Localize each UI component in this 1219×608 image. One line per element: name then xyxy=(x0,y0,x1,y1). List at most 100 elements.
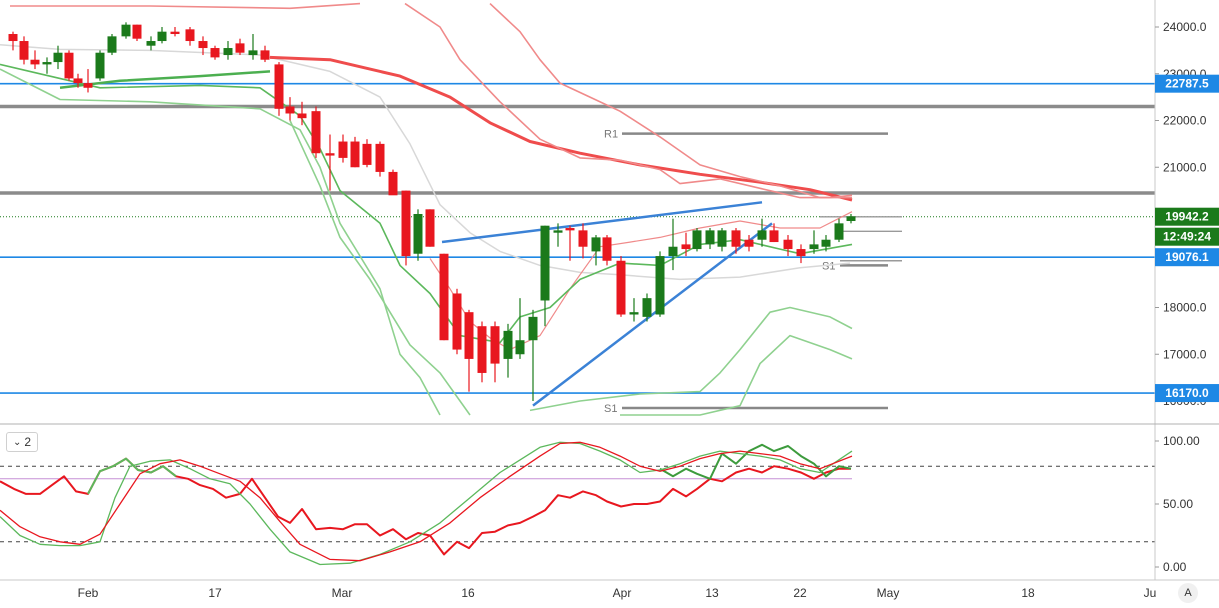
candle-body xyxy=(260,50,270,60)
price-badge: 22787.5 xyxy=(1155,74,1219,93)
lower-band-5 xyxy=(620,334,853,416)
auto-scale-button[interactable]: A xyxy=(1178,583,1198,603)
candle-body xyxy=(705,230,715,245)
candle-body xyxy=(809,244,819,250)
price-badge-bg xyxy=(1155,227,1219,246)
candle-body xyxy=(274,64,284,109)
candle-body xyxy=(757,230,767,240)
candle-body xyxy=(73,78,83,84)
candle-body xyxy=(107,36,117,53)
candles xyxy=(8,22,856,401)
chevron-down-icon: ⌄ xyxy=(12,436,22,448)
candle-body xyxy=(821,239,831,247)
upper-band-1 xyxy=(10,2,361,10)
candle-body xyxy=(528,316,538,341)
price-badge-bg xyxy=(1155,207,1219,226)
candle-body xyxy=(425,209,435,247)
candle-body xyxy=(42,62,52,65)
osc-fast-green xyxy=(0,441,853,566)
x-tick-label: Ju xyxy=(1144,586,1157,600)
candle-body xyxy=(170,31,180,35)
candle-body xyxy=(198,41,208,49)
lower-band-3 xyxy=(289,120,471,416)
osc-slow-green xyxy=(87,457,177,495)
candle-body xyxy=(401,190,411,257)
candle-body xyxy=(602,237,612,261)
indicator-count: 2 xyxy=(24,435,32,449)
candle-body xyxy=(591,237,601,252)
candle-body xyxy=(642,298,652,317)
candle-body xyxy=(439,253,449,341)
y-tick-label: 24000.0 xyxy=(1163,20,1207,34)
pivot-label: R1 xyxy=(604,129,618,141)
candle-body xyxy=(338,141,348,158)
candle-body xyxy=(362,143,372,165)
candle-body xyxy=(146,41,156,46)
y-tick-label: 17000.0 xyxy=(1163,347,1207,361)
candle-body xyxy=(297,113,307,119)
candle-body xyxy=(464,312,474,359)
x-tick-label: 16 xyxy=(461,586,475,600)
y-tick-label: 18000.0 xyxy=(1163,301,1207,315)
candle-body xyxy=(769,230,779,243)
candle-body xyxy=(157,31,167,42)
candle-body xyxy=(388,171,398,196)
candle-body xyxy=(95,52,105,79)
candle-body xyxy=(413,214,423,254)
x-tick-label: Mar xyxy=(332,586,353,600)
candle-body xyxy=(83,83,93,88)
x-tick-label: 13 xyxy=(705,586,719,600)
candle-body xyxy=(285,106,295,114)
candle-body xyxy=(223,48,233,56)
price-badge-label: 19942.2 xyxy=(1165,210,1209,224)
indicator-toggle[interactable]: ⌄ 2 xyxy=(6,432,38,452)
trendline-lower xyxy=(532,222,773,407)
candle-body xyxy=(19,41,29,60)
candle-body xyxy=(210,48,220,58)
osc-slow-green xyxy=(659,443,852,480)
candle-body xyxy=(185,29,195,42)
candle-body xyxy=(503,330,513,359)
oscillator-panel xyxy=(0,441,1155,566)
price-badge-label: 22787.5 xyxy=(1165,77,1209,91)
candle-body xyxy=(325,153,335,156)
price-badge: 19942.2 xyxy=(1155,207,1219,226)
candle-body xyxy=(565,228,575,231)
osc-fast-red xyxy=(0,441,853,562)
price-badge: 12:49:24 xyxy=(1155,227,1219,246)
candle-body xyxy=(8,34,18,42)
pivot-label: S1 xyxy=(822,260,835,272)
candle-body xyxy=(477,326,487,373)
candle-body xyxy=(248,50,258,56)
x-tick-label: May xyxy=(877,586,900,600)
candle-body xyxy=(30,59,40,65)
price-badge: 19076.1 xyxy=(1155,248,1219,267)
candle-body xyxy=(783,239,793,250)
y-tick-label: 21000.0 xyxy=(1163,160,1207,174)
lower-band-4 xyxy=(529,306,853,412)
candle-body xyxy=(132,24,142,39)
osc-tick-label: 0.00 xyxy=(1163,560,1187,574)
candle-body xyxy=(731,230,741,247)
upper-band-1 xyxy=(404,2,853,199)
candle-body xyxy=(616,260,626,315)
pivot-label: S1 xyxy=(604,403,617,415)
lower-band-2 xyxy=(0,68,441,416)
osc-tick-label: 50.00 xyxy=(1163,497,1193,511)
candle-body xyxy=(629,312,639,315)
candle-body xyxy=(452,293,462,350)
candle-body xyxy=(64,52,74,79)
candle-body xyxy=(121,24,131,37)
price-levels: R1 S1 S1 xyxy=(0,82,1155,415)
candle-body xyxy=(540,225,550,301)
candle-body xyxy=(311,111,321,154)
candle-body xyxy=(375,143,385,172)
candle-body xyxy=(350,141,360,168)
candle-body xyxy=(490,326,500,364)
candle-body xyxy=(834,223,844,240)
price-badge-bg xyxy=(1155,248,1219,267)
